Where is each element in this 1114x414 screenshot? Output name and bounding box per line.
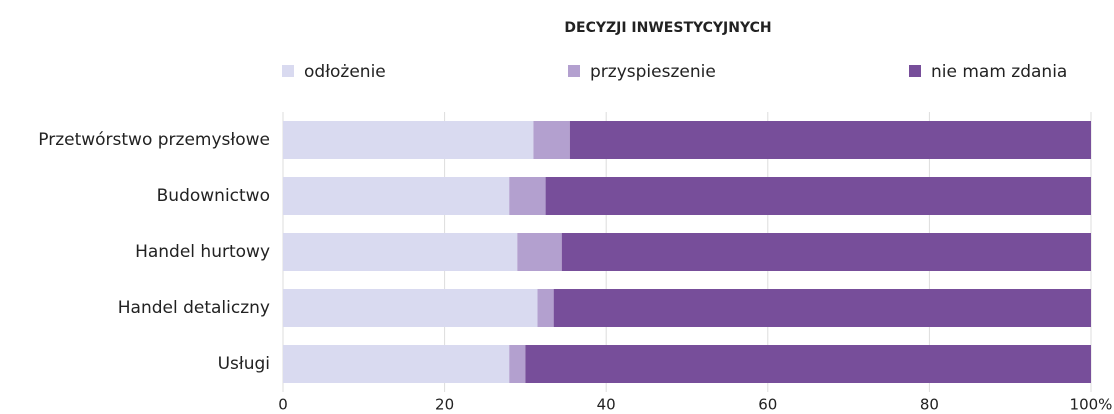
legend-label: nie mam zdania — [931, 62, 1067, 82]
bar-segment — [283, 121, 534, 159]
legend-swatch — [568, 65, 580, 77]
bar-segment — [509, 345, 526, 383]
legend-swatch — [282, 65, 294, 77]
x-tick-label: 20 — [435, 396, 454, 414]
bar-segment — [561, 233, 1091, 271]
y-tick-label: Budownictwo — [157, 186, 270, 206]
y-tick-label: Przetwórstwo przemysłowe — [38, 130, 270, 150]
bar-segment — [509, 177, 546, 215]
y-tick-label: Handel hurtowy — [135, 242, 270, 262]
bar-segment — [525, 345, 1091, 383]
x-tick-label: 40 — [597, 396, 616, 414]
bar-segment — [533, 121, 570, 159]
bar-segment — [545, 177, 1091, 215]
x-tick-label: 60 — [758, 396, 777, 414]
x-tick-label: 80 — [920, 396, 939, 414]
legend-swatch — [909, 65, 921, 77]
bar-segment — [283, 177, 510, 215]
y-tick-label: Handel detaliczny — [118, 298, 270, 318]
bar-segment — [517, 233, 562, 271]
bar-segment — [283, 345, 510, 383]
bar-segment — [283, 233, 518, 271]
chart-title: DECYZJI INWESTYCYJNYCH — [564, 20, 771, 36]
bar-segment — [569, 121, 1091, 159]
legend-label: odłożenie — [304, 62, 386, 82]
legend-label: przyspieszenie — [590, 62, 716, 82]
bar-segment — [283, 289, 538, 327]
x-tick-label: 100% — [1070, 396, 1113, 414]
bar-segment — [537, 289, 554, 327]
y-tick-label: Usługi — [218, 354, 270, 374]
bar-segment — [553, 289, 1091, 327]
x-tick-label: 0 — [278, 396, 288, 414]
